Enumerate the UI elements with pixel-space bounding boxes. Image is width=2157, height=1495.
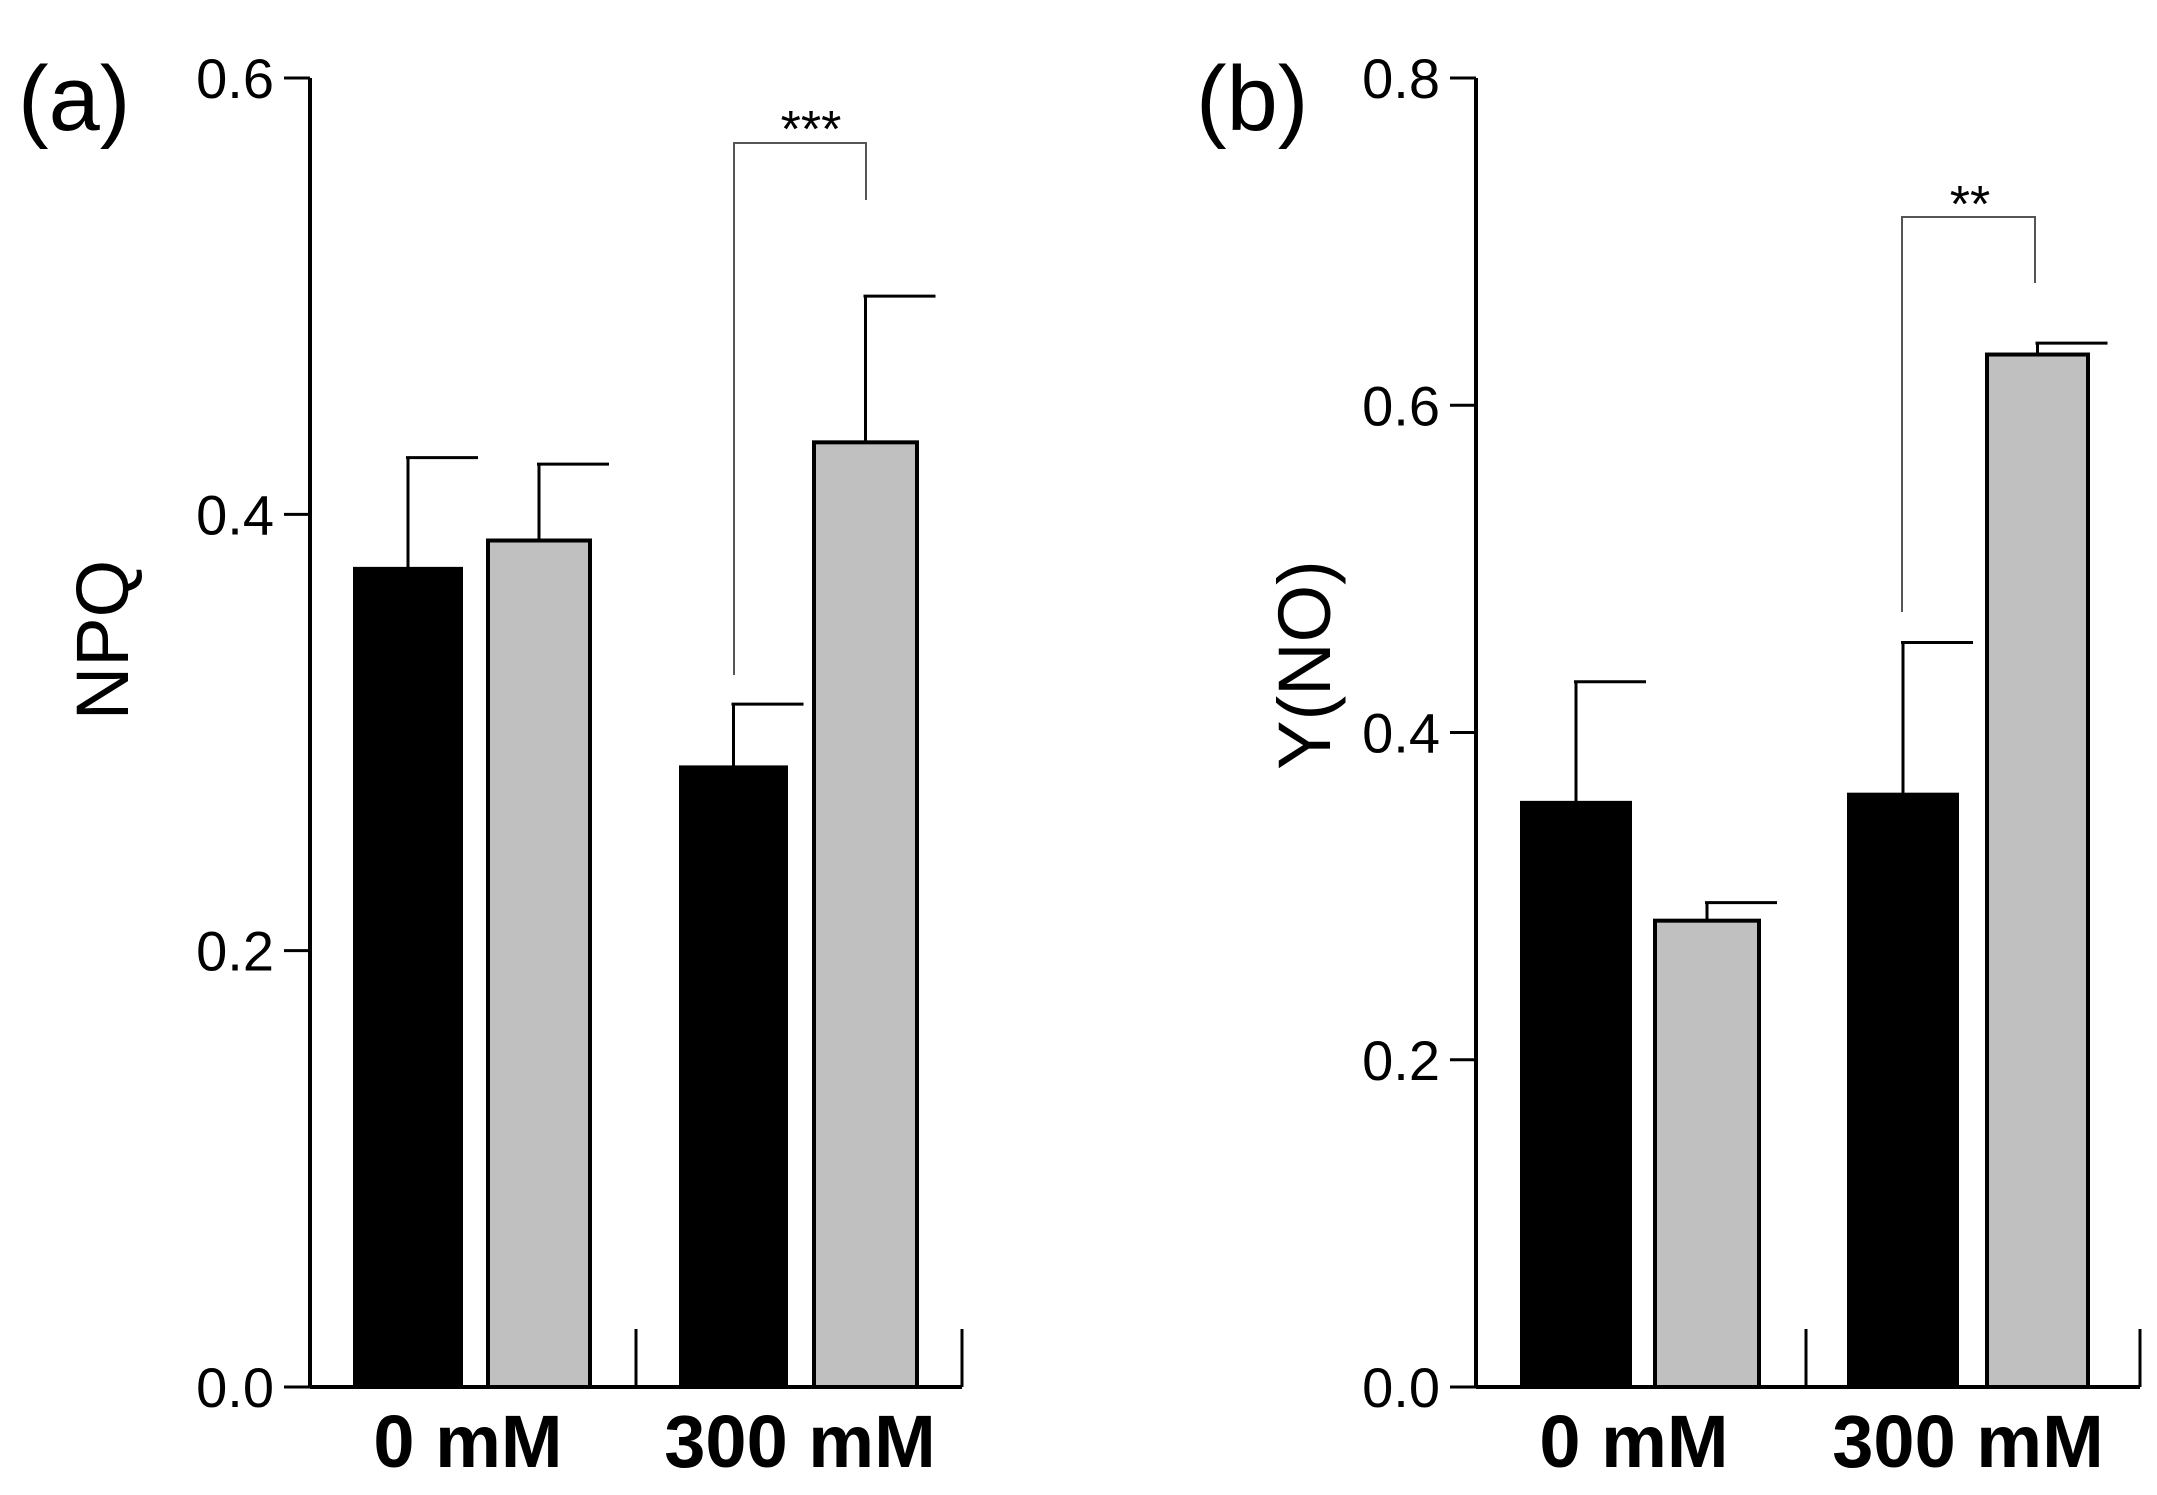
y-tick-label: 0.4 [1362,702,1440,765]
y-axis-title: NPQ [61,560,144,720]
x-category-label: 300 mM [664,1400,935,1483]
significance-label: ** [1950,176,1990,234]
y-tick-label: 0.6 [196,47,274,110]
y-tick-label: 0.8 [1362,47,1440,110]
panel-label: (b) [1196,48,1308,150]
significance-bracket [1901,216,2036,612]
bar-gray-1 [1985,352,2090,1389]
panel-label: (a) [18,48,130,150]
x-category-label: 0 mM [1539,1400,1728,1483]
bar-black-1 [679,765,788,1389]
y-tick-label: 0.0 [196,1356,274,1419]
y-tick-label: 0.2 [196,920,274,983]
bar-gray-0 [1653,918,1761,1389]
bar-gray-1 [812,440,919,1390]
significance-bracket [733,142,867,675]
bar-black-0 [1520,800,1632,1389]
significance-label: *** [781,101,842,159]
x-category-label: 0 mM [373,1400,562,1483]
y-tick-label: 0.6 [1362,374,1440,437]
y-tick-label: 0.0 [1362,1356,1440,1419]
bar-black-1 [1847,792,1959,1389]
panel-b-yno-chart: (b) Y(NO) 0.0 0.2 0.4 0.6 0.8 0 mM 300 mM ** [1196,47,2142,1483]
y-axis-title: Y(NO) [1263,560,1346,770]
panel-a-npq-chart: (a) NPQ 0.0 0.2 0.4 0.6 0 mM 300 mM *** [18,47,964,1483]
y-tick-label: 0.2 [1362,1029,1440,1092]
x-category-label: 300 mM [1832,1400,2103,1483]
bar-gray-0 [486,538,592,1389]
bar-black-0 [353,566,463,1389]
y-tick-label: 0.4 [196,483,274,546]
